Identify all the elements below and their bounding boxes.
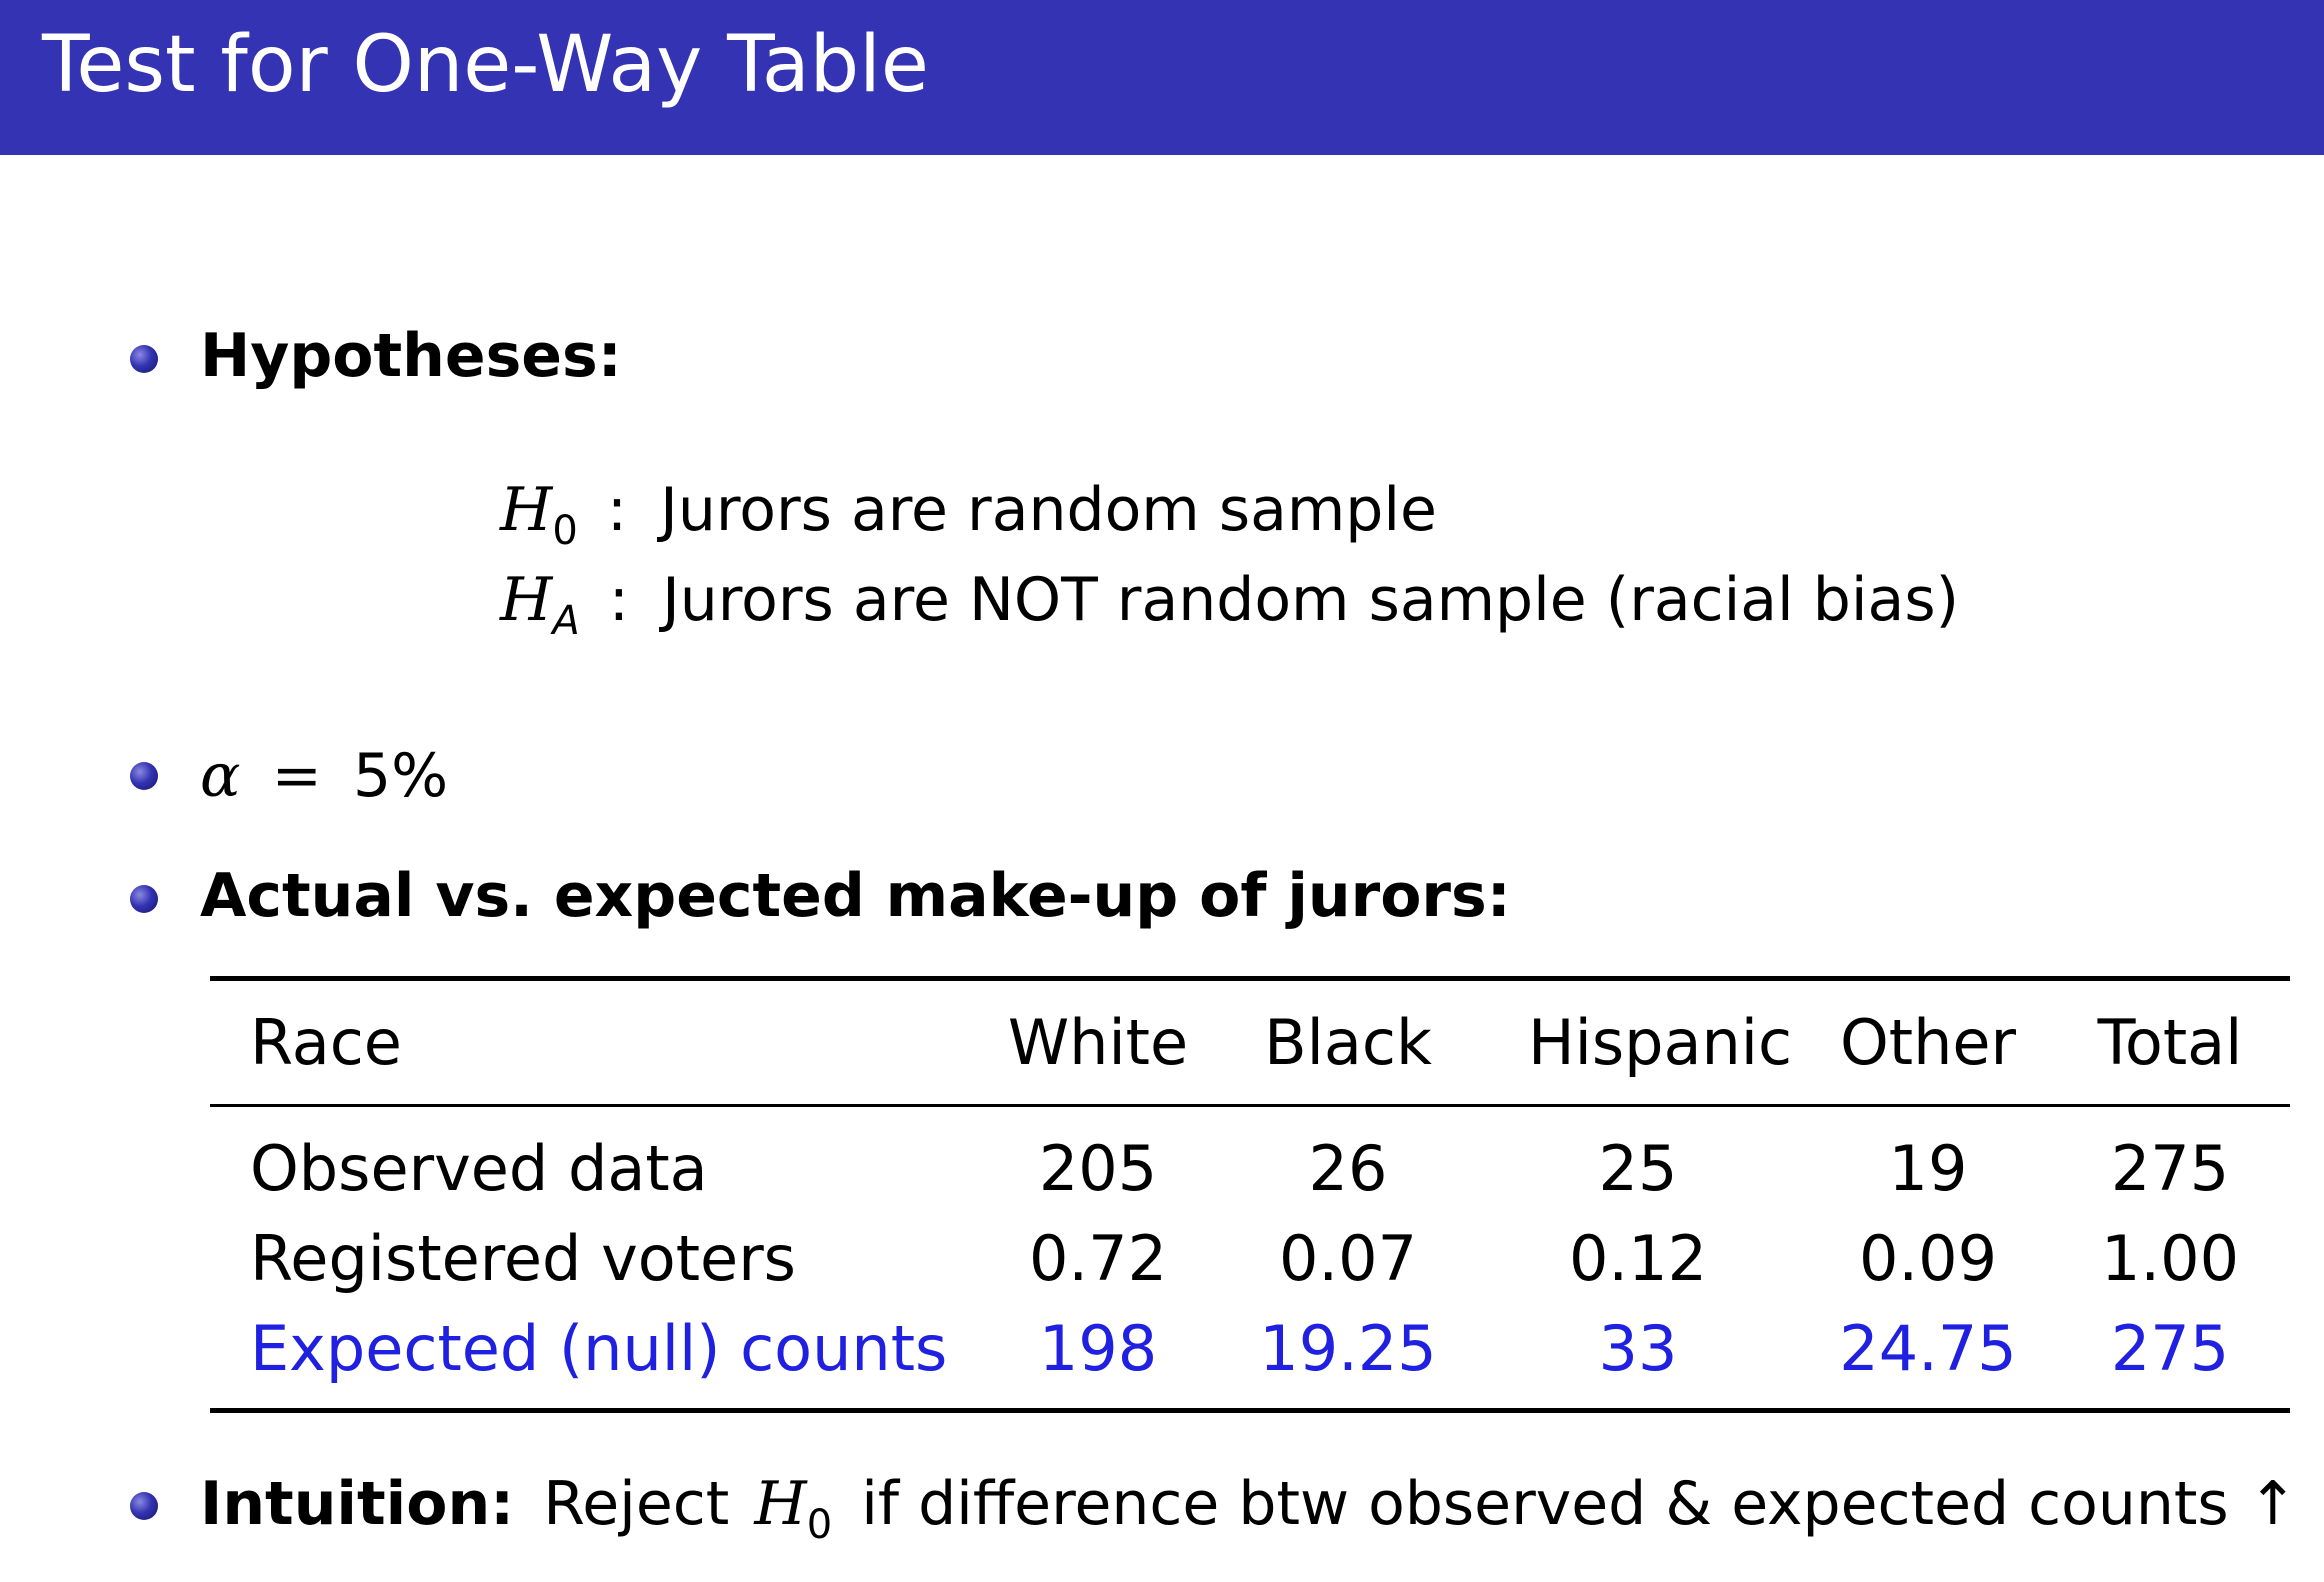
- cell-black: 19.25: [1259, 1312, 1437, 1385]
- cell-other: 24.75: [1839, 1312, 2017, 1385]
- ha-subscript: A: [552, 598, 580, 644]
- cell-white: 198: [1038, 1312, 1158, 1385]
- ha-text: Jurors are NOT random sample (racial bia…: [662, 565, 1959, 635]
- cell-black: 0.07: [1278, 1222, 1418, 1295]
- slide-title: Test for One-Way Table: [42, 20, 929, 110]
- header-total: Total: [2097, 1006, 2243, 1079]
- table-header-rule: [210, 1104, 2290, 1107]
- ha-separator: :: [608, 565, 629, 635]
- cell-hispanic: 25: [1598, 1132, 1678, 1205]
- cell-hispanic: 33: [1598, 1312, 1678, 1385]
- alpha-equals: =: [271, 741, 322, 811]
- h0-separator: :: [606, 475, 628, 545]
- table-top-rule: [210, 976, 2290, 981]
- table-label: Actual vs. expected make-up of jurors:: [200, 861, 1511, 931]
- header-black: Black: [1264, 1006, 1432, 1079]
- row-label: Observed data: [250, 1132, 708, 1205]
- header-other: Other: [1839, 1006, 2017, 1079]
- intuition-label: Intuition:: [200, 1469, 515, 1539]
- row-label: Registered voters: [250, 1222, 796, 1295]
- bullet-icon: [130, 762, 158, 790]
- cell-white: 205: [1038, 1132, 1158, 1205]
- header-race: Race: [250, 1006, 402, 1079]
- intuition-symbol: H: [754, 1469, 807, 1539]
- h0-text: Jurors are random sample: [660, 475, 1437, 545]
- bullet-icon: [130, 345, 158, 373]
- intuition-post: if difference btw observed & expected co…: [861, 1469, 2299, 1539]
- cell-other: 0.09: [1858, 1222, 1998, 1295]
- ha-statement: HA : Jurors are NOT random sample (racia…: [500, 570, 1959, 641]
- header-hispanic: Hispanic: [1528, 1006, 1793, 1079]
- bullet-icon: [130, 885, 158, 913]
- cell-hispanic: 0.12: [1568, 1222, 1708, 1295]
- table-bottom-rule: [210, 1408, 2290, 1413]
- h0-symbol: H: [500, 475, 553, 545]
- cell-other: 19: [1888, 1132, 1968, 1205]
- h0-subscript: 0: [552, 508, 578, 554]
- intuition-subscript: 0: [806, 1502, 833, 1548]
- ha-symbol: H: [500, 565, 553, 635]
- cell-total: 275: [2110, 1312, 2230, 1385]
- intuition-pre: Reject: [543, 1469, 730, 1539]
- row-label: Expected (null) counts: [250, 1312, 948, 1385]
- h0-statement: H0 : Jurors are random sample: [500, 480, 1437, 551]
- bullet-icon: [130, 1492, 158, 1520]
- title-bar: Test for One-Way Table: [0, 0, 2324, 155]
- hypotheses-label: Hypotheses:: [200, 321, 622, 391]
- intuition-statement: Intuition: Reject H0 if difference btw o…: [200, 1474, 2298, 1545]
- cell-total: 1.00: [2100, 1222, 2240, 1295]
- header-white: White: [1007, 1006, 1189, 1079]
- cell-white: 0.72: [1028, 1222, 1168, 1295]
- alpha-statement: α = 5%: [200, 746, 448, 806]
- cell-total: 275: [2110, 1132, 2230, 1205]
- alpha-value: 5%: [352, 741, 449, 811]
- cell-black: 26: [1308, 1132, 1388, 1205]
- alpha-symbol: α: [200, 741, 241, 811]
